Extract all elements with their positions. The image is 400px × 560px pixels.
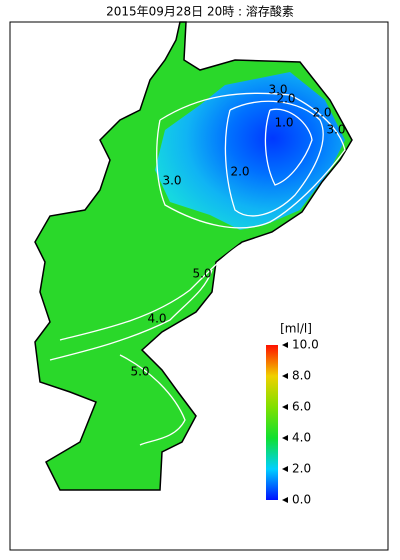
- contour-label: 3.0: [162, 174, 181, 188]
- contour-lines: [49, 92, 346, 446]
- contour-label: 3.0: [326, 123, 345, 137]
- colorbar-tick-label: 2.0: [292, 462, 311, 476]
- colorbar-tick-label: 6.0: [292, 400, 311, 414]
- map-title: 2015年09月28日 20時 : 溶存酸素: [106, 4, 294, 19]
- colorbar-tick: [282, 497, 288, 503]
- contour-label: 2.0: [276, 92, 295, 106]
- colorbar-tick-label: 0.0: [292, 493, 311, 507]
- contour-label: 5.0: [192, 267, 211, 281]
- colorbar-tick-label: 10.0: [292, 338, 319, 352]
- low-oxygen-area: [155, 72, 345, 230]
- contour-label: 2.0: [230, 165, 249, 179]
- contour-label: 4.0: [147, 312, 166, 326]
- colorbar-tick: [282, 342, 288, 348]
- contour-label: 1.0: [274, 116, 293, 130]
- colorbar-tick: [282, 435, 288, 441]
- colorbar-tick: [282, 404, 288, 410]
- colorbar-tick: [282, 373, 288, 379]
- colorbar: [266, 345, 278, 500]
- contour-label: 2.0: [312, 106, 331, 120]
- contour-label: 5.0: [130, 365, 149, 379]
- colorbar-unit: [ml/l]: [280, 322, 312, 336]
- colorbar-tick: [282, 466, 288, 472]
- contour-label: 3.0: [268, 83, 287, 97]
- colorbar-tick-label: 8.0: [292, 369, 311, 383]
- colorbar-tick-label: 4.0: [292, 431, 311, 445]
